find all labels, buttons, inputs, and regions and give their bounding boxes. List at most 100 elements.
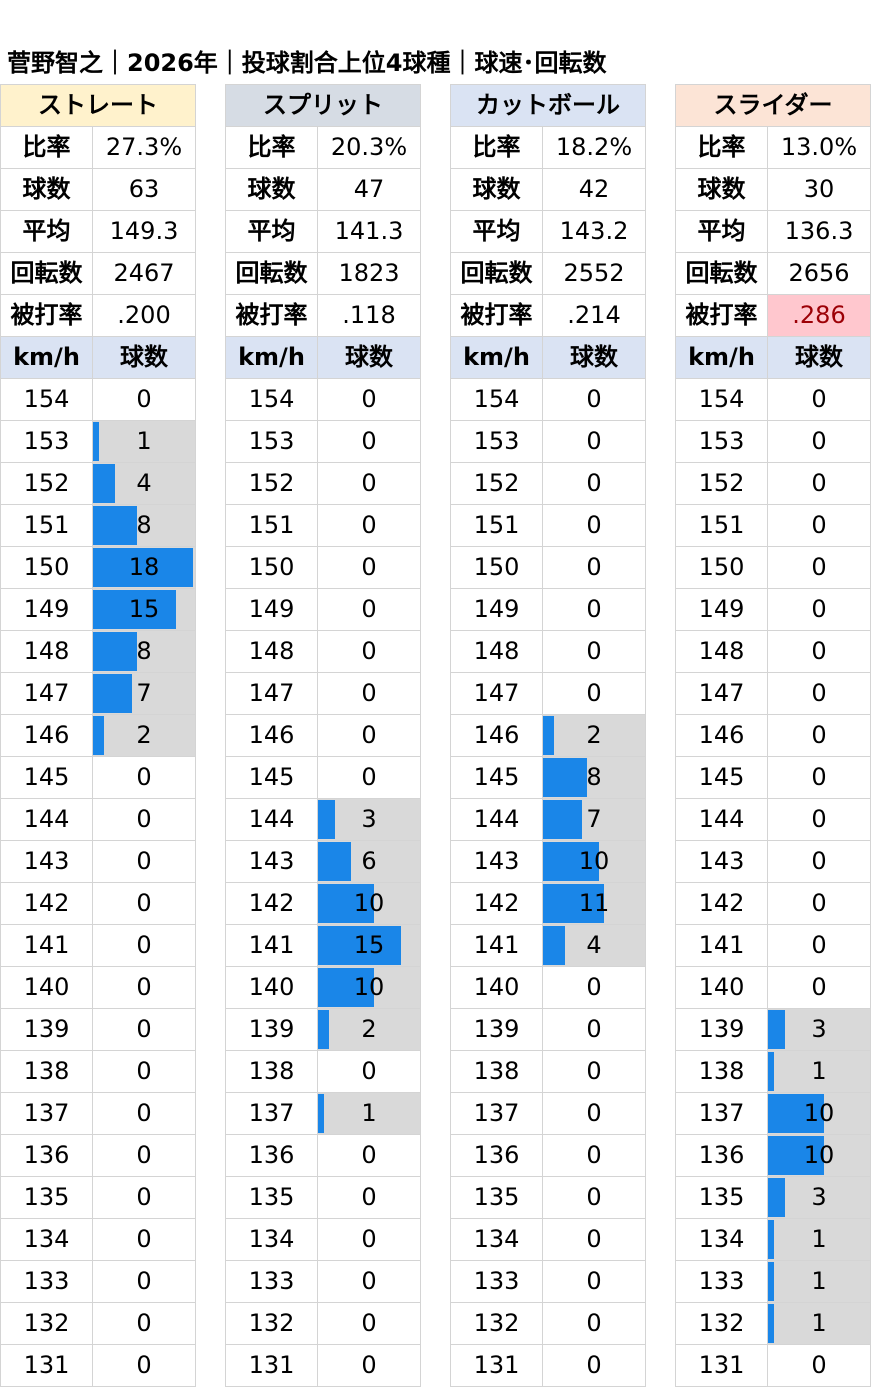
speed-cell: 146: [0, 714, 93, 757]
speed-row: 135 0: [0, 1176, 196, 1219]
speed-row: 148 0: [450, 630, 646, 673]
count-cell: 0: [317, 1344, 421, 1387]
column-header-row: km/h 球数: [0, 336, 196, 379]
count-bar: [768, 1136, 824, 1175]
speed-cell: 138: [0, 1050, 93, 1093]
count-value: 10: [353, 973, 385, 1001]
speed-row: 151 8: [0, 504, 196, 547]
pitch-header-row: スプリット: [225, 84, 421, 127]
count-cell: 0: [317, 1260, 421, 1303]
speed-cell: 134: [450, 1218, 543, 1261]
stat-label: 被打率: [225, 294, 318, 337]
count-cell: 1: [92, 420, 196, 463]
stat-row: 被打率 .214: [450, 294, 646, 337]
speed-row: 138 0: [0, 1050, 196, 1093]
speed-row: 142 11: [450, 882, 646, 925]
count-value: 2: [586, 721, 602, 749]
count-cell: 0: [317, 630, 421, 673]
count-value: 15: [353, 931, 385, 959]
count-column-header: 球数: [766, 336, 871, 379]
speed-row: 140 10: [225, 966, 421, 1009]
speed-row: 143 6: [225, 840, 421, 883]
speed-row: 134 0: [450, 1218, 646, 1261]
speed-cell: 134: [0, 1218, 93, 1261]
speed-row: 142 0: [0, 882, 196, 925]
speed-row: 152 0: [450, 462, 646, 505]
stat-row: 比率 27.3%: [0, 126, 196, 169]
speed-row: 135 0: [225, 1176, 421, 1219]
count-cell: 0: [766, 546, 871, 589]
speed-row: 133 0: [450, 1260, 646, 1303]
speed-row: 134 0: [0, 1218, 196, 1261]
speed-cell: 151: [675, 504, 768, 547]
count-value: 1: [811, 1225, 827, 1253]
count-cell: 0: [766, 588, 871, 631]
stat-row: 比率 13.0%: [675, 126, 871, 169]
count-bar: [543, 800, 582, 839]
stat-value: .200: [92, 294, 196, 337]
count-cell: 0: [317, 1050, 421, 1093]
speed-row: 139 0: [0, 1008, 196, 1051]
count-cell: 6: [317, 840, 421, 883]
speed-cell: 134: [225, 1218, 318, 1261]
speed-cell: 143: [675, 840, 768, 883]
speed-cell: 145: [0, 756, 93, 799]
stat-label: 回転数: [450, 252, 543, 295]
speed-cell: 140: [675, 966, 768, 1009]
speed-cell: 148: [225, 630, 318, 673]
count-cell: 7: [542, 798, 646, 841]
count-cell: 0: [92, 1008, 196, 1051]
count-cell: 0: [542, 378, 646, 421]
stat-row: 被打率 .200: [0, 294, 196, 337]
speed-row: 144 0: [0, 798, 196, 841]
count-cell: 0: [766, 714, 871, 757]
count-cell: 10: [766, 1092, 871, 1135]
speed-cell: 150: [0, 546, 93, 589]
speed-row: 135 0: [450, 1176, 646, 1219]
count-column-header: 球数: [92, 336, 196, 379]
stat-value: .286: [766, 294, 871, 337]
speed-cell: 142: [225, 882, 318, 925]
speed-cell: 142: [450, 882, 543, 925]
speed-cell: 148: [450, 630, 543, 673]
speed-row: 151 0: [675, 504, 871, 547]
speed-cell: 136: [450, 1134, 543, 1177]
stat-row: 球数 30: [675, 168, 871, 211]
speed-cell: 136: [0, 1134, 93, 1177]
speed-cell: 145: [450, 756, 543, 799]
speed-cell: 133: [225, 1260, 318, 1303]
speed-cell: 137: [450, 1092, 543, 1135]
count-value: 1: [811, 1309, 827, 1337]
speed-row: 154 0: [675, 378, 871, 421]
stat-value: 141.3: [317, 210, 421, 253]
speed-cell: 134: [675, 1218, 768, 1261]
speed-row: 148 0: [225, 630, 421, 673]
stat-value: 63: [92, 168, 196, 211]
speed-row: 140 0: [450, 966, 646, 1009]
speed-cell: 138: [450, 1050, 543, 1093]
page-title: 菅野智之｜2026年｜投球割合上位4球種｜球速･回転数: [7, 49, 607, 77]
count-cell: 0: [766, 672, 871, 715]
bar-background: [768, 1303, 870, 1344]
count-cell: 15: [317, 924, 421, 967]
pitch-header-row: スライダー: [674, 84, 871, 127]
count-cell: 0: [317, 714, 421, 757]
speed-row: 149 0: [450, 588, 646, 631]
count-bar: [543, 842, 599, 881]
count-bar: [318, 968, 374, 1007]
count-bar: [768, 1010, 785, 1049]
count-cell: 2: [317, 1008, 421, 1051]
speed-row: 146 0: [225, 714, 421, 757]
speed-cell: 146: [450, 714, 543, 757]
speed-row: 131 0: [675, 1344, 871, 1387]
count-cell: 3: [317, 798, 421, 841]
count-cell: 0: [317, 672, 421, 715]
count-cell: 0: [542, 504, 646, 547]
count-value: 3: [811, 1183, 827, 1211]
stat-label: 被打率: [0, 294, 93, 337]
count-cell: 0: [317, 546, 421, 589]
count-value: 1: [811, 1057, 827, 1085]
count-cell: 0: [542, 588, 646, 631]
count-bar: [543, 758, 587, 797]
count-bar: [543, 716, 554, 755]
